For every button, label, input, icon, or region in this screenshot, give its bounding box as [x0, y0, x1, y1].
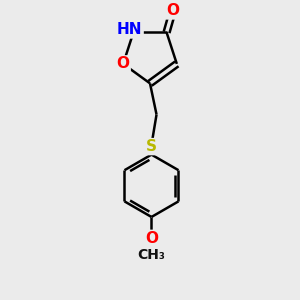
Text: CH₃: CH₃ [137, 248, 165, 262]
Text: O: O [117, 56, 130, 71]
Text: HN: HN [117, 22, 142, 38]
Text: O: O [166, 3, 179, 18]
Text: S: S [146, 139, 157, 154]
Text: O: O [145, 231, 158, 246]
